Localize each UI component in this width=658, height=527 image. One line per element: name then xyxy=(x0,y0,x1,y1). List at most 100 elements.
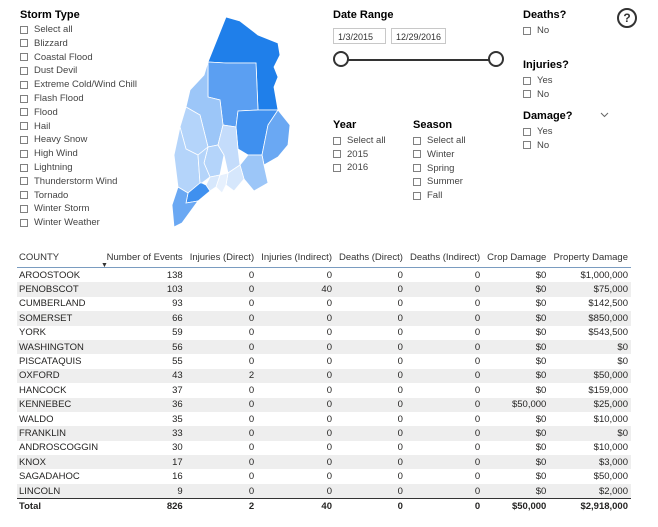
damage-option[interactable]: No xyxy=(523,140,549,151)
checkbox[interactable] xyxy=(20,177,28,186)
county-name-cell: CUMBERLAND xyxy=(19,298,86,310)
county-sagadahoc[interactable] xyxy=(205,174,221,192)
season-option[interactable]: Fall xyxy=(413,190,442,201)
storm-type-option[interactable]: Heavy Snow xyxy=(20,134,87,145)
column-header[interactable]: Deaths (Indirect) xyxy=(409,251,481,263)
checkbox[interactable] xyxy=(20,94,28,103)
date-slider-start-handle[interactable] xyxy=(333,51,349,67)
storm-type-option[interactable]: Winter Storm xyxy=(20,203,89,214)
checkbox[interactable] xyxy=(413,164,421,173)
checkbox[interactable] xyxy=(20,149,28,158)
checkbox[interactable] xyxy=(523,127,531,136)
table-cell: 0 xyxy=(474,341,481,353)
checkbox[interactable] xyxy=(523,26,531,35)
date-slider-end-handle[interactable] xyxy=(488,51,504,67)
season-option[interactable]: Summer xyxy=(413,176,463,187)
storm-type-option[interactable]: Thunderstorm Wind xyxy=(20,176,117,187)
table-row[interactable]: SAGADAHOC 16 0 0 0 0 $0 $50,000 xyxy=(17,469,631,483)
storm-type-option[interactable]: High Wind xyxy=(20,148,78,159)
checkbox[interactable] xyxy=(20,135,28,144)
checkbox[interactable] xyxy=(20,191,28,200)
table-row[interactable]: ANDROSCOGGIN 30 0 0 0 0 $0 $10,000 xyxy=(17,441,631,455)
checkbox[interactable] xyxy=(523,141,531,149)
table-row[interactable]: WALDO 35 0 0 0 0 $0 $10,000 xyxy=(17,412,631,426)
season-option[interactable]: Select all xyxy=(413,135,466,146)
checkbox[interactable] xyxy=(20,122,28,131)
column-header[interactable]: Crop Damage xyxy=(487,251,547,263)
date-end-input[interactable]: 12/29/2016 xyxy=(391,28,446,44)
column-header[interactable]: Deaths (Direct) xyxy=(339,251,403,263)
table-row[interactable]: HANCOCK 37 0 0 0 0 $0 $159,000 xyxy=(17,383,631,397)
deaths-option[interactable]: No xyxy=(523,25,549,36)
checkbox[interactable] xyxy=(20,80,28,89)
season-option[interactable]: Spring xyxy=(413,163,454,174)
checkbox[interactable] xyxy=(333,150,341,158)
storm-type-option[interactable]: Dust Devil xyxy=(20,65,77,76)
checkbox[interactable] xyxy=(20,108,28,117)
injuries-option[interactable]: No xyxy=(523,89,549,100)
column-header[interactable]: Property Damage xyxy=(553,251,628,263)
table-cell: 0 xyxy=(397,341,403,353)
checkbox[interactable] xyxy=(413,136,421,145)
checkbox[interactable] xyxy=(523,90,531,98)
county-washington[interactable] xyxy=(261,109,291,166)
table-row[interactable]: YORK 59 0 0 0 0 $0 $543,500 xyxy=(17,326,631,340)
date-start-input[interactable]: 1/3/2015 xyxy=(333,28,386,44)
option-label: Thunderstorm Wind xyxy=(34,175,118,187)
checkbox[interactable] xyxy=(413,150,421,159)
storm-type-option[interactable]: Lightning xyxy=(20,162,73,173)
column-header[interactable]: COUNTY xyxy=(19,251,60,263)
checkbox[interactable] xyxy=(413,191,421,200)
checkbox[interactable] xyxy=(20,163,28,172)
year-option[interactable]: Select all xyxy=(333,135,386,146)
table-row[interactable]: CUMBERLAND 93 0 0 0 0 $0 $142,500 xyxy=(17,297,631,311)
checkbox[interactable] xyxy=(20,39,28,48)
storm-type-option[interactable]: Winter Weather xyxy=(20,217,100,228)
injuries-option[interactable]: Yes xyxy=(523,75,553,86)
checkbox[interactable] xyxy=(20,53,28,62)
storm-type-option[interactable]: Flood xyxy=(20,107,58,118)
help-icon[interactable]: ? xyxy=(617,8,637,28)
table-row[interactable]: LINCOLN 9 0 0 0 0 $0 $2,000 xyxy=(17,483,631,499)
checkbox[interactable] xyxy=(20,204,28,213)
column-header[interactable]: Injuries (Direct) xyxy=(189,251,255,263)
county-name-cell: KNOX xyxy=(19,456,46,468)
county-york[interactable] xyxy=(171,186,199,228)
checkbox[interactable] xyxy=(20,25,28,34)
option-label: Fall xyxy=(427,190,443,202)
table-row[interactable]: KENNEBEC 36 0 0 0 0 $50,000 $25,000 xyxy=(17,397,631,412)
storm-type-option[interactable]: Flash Flood xyxy=(20,93,84,104)
checkbox[interactable] xyxy=(20,218,28,227)
storm-type-option[interactable]: Coastal Flood xyxy=(20,52,93,63)
storm-type-option[interactable]: Hail xyxy=(20,121,50,132)
maine-map[interactable] xyxy=(168,15,298,230)
year-option[interactable]: 2016 xyxy=(333,162,368,173)
storm-type-option[interactable]: Tornado xyxy=(20,190,68,201)
checkbox[interactable] xyxy=(413,177,421,186)
table-row[interactable]: PENOBSCOT 103 0 40 0 0 $0 $75,000 xyxy=(17,282,631,297)
checkbox[interactable] xyxy=(333,163,341,172)
sort-descending-icon[interactable]: ▼ xyxy=(101,262,108,269)
table-row[interactable]: KNOX 17 0 0 0 0 $0 $3,000 xyxy=(17,455,631,470)
county-name-cell: FRANKLIN xyxy=(19,427,66,439)
storm-type-option[interactable]: Blizzard xyxy=(20,38,68,49)
year-option[interactable]: 2015 xyxy=(333,149,368,160)
table-row[interactable]: PISCATAQUIS 55 0 0 0 0 $0 $0 xyxy=(17,354,631,368)
storm-type-option[interactable]: Extreme Cold/Wind Chill xyxy=(20,79,137,90)
storm-type-option[interactable]: Select all xyxy=(20,24,73,35)
column-header[interactable]: Injuries (Indirect) xyxy=(261,251,332,263)
season-option[interactable]: Winter xyxy=(413,149,454,160)
table-row[interactable]: AROOSTOOK 138 0 0 0 0 $0 $1,000,000 xyxy=(17,268,631,283)
checkbox[interactable] xyxy=(333,136,341,145)
table-row[interactable]: SOMERSET 66 0 0 0 0 $0 $850,000 xyxy=(17,311,631,326)
chevron-down-icon[interactable] xyxy=(600,112,609,118)
checkbox[interactable] xyxy=(523,76,531,85)
table-row[interactable]: OXFORD 43 2 0 0 0 $0 $50,000 xyxy=(17,368,631,384)
option-label: Winter Weather xyxy=(34,217,100,229)
checkbox[interactable] xyxy=(20,66,28,75)
table-row[interactable]: FRANKLIN 33 0 0 0 0 $0 $0 xyxy=(17,426,631,441)
table-cell: 0 xyxy=(248,284,255,296)
damage-option[interactable]: Yes xyxy=(523,126,553,137)
table-row[interactable]: WASHINGTON 56 0 0 0 0 $0 $0 xyxy=(17,339,631,355)
column-header[interactable]: Number of Events xyxy=(106,251,183,263)
